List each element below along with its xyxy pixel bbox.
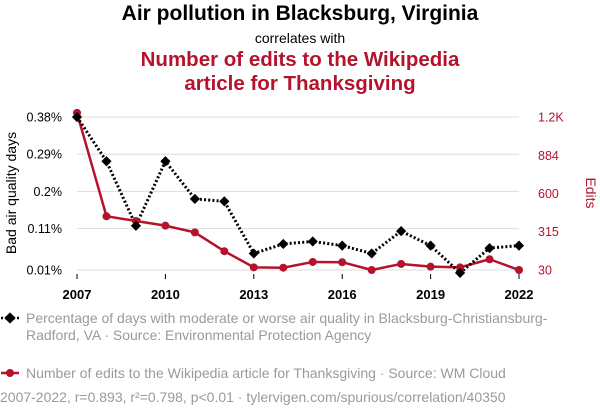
y-axis-left: 0.01% 0.11% 0.2% 0.29% 0.38% [27,111,62,278]
y-left-tick-label: 0.29% [27,148,62,162]
point-edits [220,247,229,256]
y-left-tick-label: 0.2% [34,185,63,199]
y-axis-left-label: Bad air quality days [3,132,19,254]
y-left-tick-label: 0.11% [27,222,62,236]
point-edits [338,258,347,267]
series-lines [75,112,520,275]
legend-text-series2: Number of edits to the Wikipedia article… [26,365,506,381]
y-axis-right-label: Edits [583,177,599,208]
point-edits [426,262,435,271]
y-left-tick-label: 0.01% [27,264,62,278]
point-air-quality [278,238,289,250]
chart: 0.01% 0.11% 0.2% 0.29% 0.38% 30 315 600 884 1.2K… [3,108,599,302]
legend-text-series1: Percentage of days with moderate or wors… [26,310,548,343]
y-right-tick-label: 30 [538,264,552,278]
point-air-quality [248,248,259,259]
stats-footer: 2007-2022, r=0.893, r²=0.798, p<0.01 · t… [0,389,506,405]
point-air-quality [337,240,348,251]
series-line-edits [75,112,520,272]
point-edits [161,221,170,230]
legend-item-series2: Number of edits to the Wikipedia article… [0,365,600,383]
title2-line1: Number of edits to the Wikipedia [140,48,460,71]
legend-item-series1: Percentage of days with moderate or wors… [0,310,600,362]
x-axis: 2007 2010 2013 2016 2019 2022 [63,274,534,302]
chart-title-secondary: Number of edits to the Wikipedia article… [0,48,600,96]
point-air-quality [366,248,377,259]
point-air-quality [189,193,200,204]
point-edits [397,259,406,268]
point-edits [249,263,258,272]
x-tick-label: 2007 [63,287,92,302]
title2-line2: article for Thanksgiving [184,72,416,95]
y-left-tick-label: 0.38% [27,111,62,125]
y-axis-right: 30 315 600 884 1.2K [538,111,564,278]
point-edits [102,212,111,221]
x-tick-label: 2016 [328,287,357,302]
chart-subtitle: correlates with [254,30,346,46]
point-air-quality [513,240,525,251]
point-air-quality [101,156,112,167]
point-edits [190,228,199,237]
x-tick-label: 2019 [416,287,445,302]
y-right-tick-label: 600 [538,187,559,201]
point-air-quality [454,267,466,278]
point-edits [308,257,317,266]
series-markers [71,108,525,278]
x-tick-label: 2013 [239,287,268,302]
legend-swatch-series2 [1,369,19,377]
point-edits [485,255,494,264]
point-edits [456,263,465,272]
point-air-quality [71,111,83,123]
legend-swatch-series1 [1,312,19,324]
x-tick-label: 2022 [505,287,534,302]
point-air-quality [219,196,230,207]
series-line-air-quality [75,116,520,275]
gridlines [77,116,519,271]
y-right-tick-label: 315 [538,225,559,239]
point-air-quality [307,236,318,247]
point-air-quality [160,156,171,167]
x-tick-label: 2010 [151,287,180,302]
point-air-quality [130,220,142,231]
point-air-quality [425,240,436,251]
y-right-tick-label: 884 [538,149,559,163]
y-right-tick-label: 1.2K [538,111,564,125]
chart-title: Air pollution in Blacksburg, Virginia [121,2,479,25]
point-edits [367,266,376,274]
point-edits [279,263,288,272]
point-edits [515,266,523,274]
